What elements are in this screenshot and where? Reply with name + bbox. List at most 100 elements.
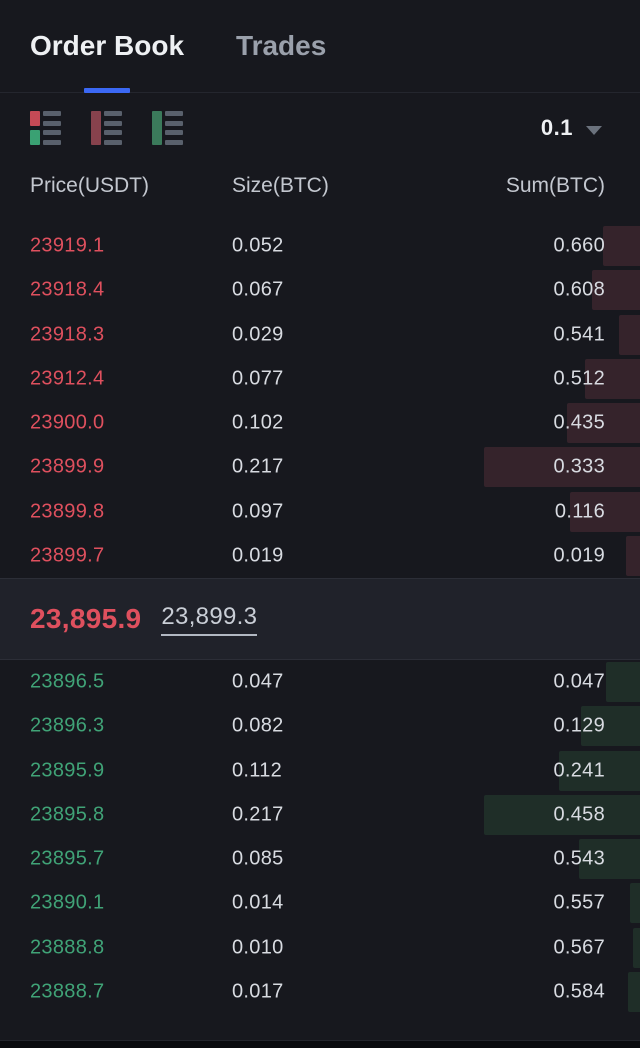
- column-headers: Price(USDT) Size(BTC) Sum(BTC): [0, 163, 640, 208]
- sum-cell: 0.241: [553, 759, 605, 782]
- order-book-row[interactable]: 23912.4 0.077 0.512: [0, 357, 640, 401]
- depth-bar: [628, 971, 640, 1012]
- size-cell: 0.097: [232, 500, 284, 523]
- split-buy-sell-icon: [30, 111, 40, 145]
- order-book-row[interactable]: 23890.1 0.014 0.557: [0, 881, 640, 925]
- sell-only-icon: [91, 111, 101, 145]
- price-cell: 23896.5: [30, 670, 105, 693]
- view-mode-buys-button[interactable]: [152, 111, 183, 145]
- order-book-row[interactable]: 23899.8 0.097 0.116: [0, 490, 640, 534]
- depth-bar: [567, 403, 640, 444]
- price-cell: 23896.3: [30, 714, 105, 737]
- order-book-row[interactable]: 23888.7 0.017 0.584: [0, 970, 640, 1014]
- price-cell: 23895.7: [30, 847, 105, 870]
- column-header-price: Price(USDT): [30, 173, 149, 197]
- size-cell: 0.217: [232, 803, 284, 826]
- depth-bar: [606, 662, 640, 703]
- size-cell: 0.019: [232, 544, 284, 567]
- depth-bar: [603, 226, 640, 267]
- sum-cell: 0.116: [554, 500, 605, 523]
- price-cell: 23918.3: [30, 323, 105, 346]
- size-cell: 0.077: [232, 367, 284, 390]
- sum-cell: 0.019: [553, 544, 605, 567]
- size-cell: 0.085: [232, 847, 284, 870]
- price-cell: 23899.8: [30, 500, 105, 523]
- size-cell: 0.112: [232, 759, 283, 782]
- sum-cell: 0.608: [553, 278, 605, 301]
- sum-cell: 0.541: [553, 323, 605, 346]
- order-book-row[interactable]: 23900.0 0.102 0.435: [0, 401, 640, 445]
- next-panel-edge: [0, 1040, 640, 1048]
- price-cell: 23919.1: [30, 234, 105, 257]
- chevron-down-icon: [586, 125, 602, 135]
- size-cell: 0.047: [232, 670, 284, 693]
- size-cell: 0.017: [232, 980, 284, 1003]
- column-header-sum: Sum(BTC): [505, 173, 605, 197]
- bids-list: 23896.5 0.047 0.047 23896.3 0.082 0.129 …: [0, 660, 640, 1014]
- depth-bar: [585, 358, 640, 399]
- price-cell: 23918.4: [30, 278, 105, 301]
- tab-trades[interactable]: Trades: [236, 0, 326, 92]
- size-cell: 0.102: [232, 411, 284, 434]
- order-book-row[interactable]: 23896.5 0.047 0.047: [0, 660, 640, 704]
- sum-cell: 0.047: [553, 670, 605, 693]
- size-cell: 0.082: [232, 714, 284, 737]
- tab-order-book-label: Order Book: [30, 30, 185, 61]
- order-book-controls: 0.1: [0, 93, 640, 163]
- depth-bar: [484, 447, 640, 488]
- depth-bar: [484, 794, 640, 835]
- mark-price-link[interactable]: 23,899.3: [161, 603, 258, 636]
- sum-cell: 0.567: [553, 936, 605, 959]
- tab-trades-label: Trades: [236, 30, 327, 61]
- depth-bar: [626, 535, 640, 576]
- size-cell: 0.014: [232, 891, 284, 914]
- price-cell: 23888.8: [30, 936, 105, 959]
- price-cell: 23900.0: [30, 411, 105, 434]
- tab-order-book[interactable]: Order Book: [30, 0, 185, 93]
- depth-bar: [579, 839, 640, 880]
- size-cell: 0.217: [232, 455, 284, 478]
- depth-bar: [570, 491, 640, 532]
- column-header-size: Size(BTC): [232, 173, 329, 197]
- order-book-row[interactable]: 23919.1 0.052 0.660: [0, 224, 640, 268]
- depth-bar: [581, 706, 640, 747]
- depth-bar: [559, 750, 640, 791]
- view-mode-split-button[interactable]: [30, 111, 61, 145]
- mid-price-strip: 23,895.9 23,899.3: [0, 578, 640, 660]
- price-cell: 23895.8: [30, 803, 105, 826]
- precision-dropdown[interactable]: 0.1: [541, 115, 602, 141]
- price-cell: 23890.1: [30, 891, 105, 914]
- active-tab-indicator: [84, 88, 131, 93]
- depth-bar: [630, 883, 640, 924]
- depth-bar: [619, 314, 640, 355]
- size-cell: 0.029: [232, 323, 284, 346]
- order-book-row[interactable]: 23896.3 0.082 0.129: [0, 704, 640, 748]
- sum-cell: 0.512: [553, 367, 605, 390]
- order-book-row[interactable]: 23899.9 0.217 0.333: [0, 445, 640, 489]
- price-cell: 23895.9: [30, 759, 105, 782]
- order-book-row[interactable]: 23918.3 0.029 0.541: [0, 313, 640, 357]
- sum-cell: 0.435: [553, 411, 605, 434]
- buy-only-icon: [152, 111, 162, 145]
- sum-cell: 0.458: [553, 803, 605, 826]
- price-cell: 23899.7: [30, 544, 105, 567]
- last-price: 23,895.9: [30, 603, 142, 634]
- price-cell: 23912.4: [30, 367, 105, 390]
- size-cell: 0.067: [232, 278, 284, 301]
- sum-cell: 0.129: [553, 714, 605, 737]
- size-cell: 0.010: [232, 936, 284, 959]
- size-cell: 0.052: [232, 234, 284, 257]
- order-book-row[interactable]: 23918.4 0.067 0.608: [0, 268, 640, 312]
- panel-tab-bar: Order Book Trades: [0, 0, 640, 93]
- order-book-row[interactable]: 23895.8 0.217 0.458: [0, 793, 640, 837]
- depth-bar: [633, 927, 640, 968]
- order-book-row[interactable]: 23888.8 0.010 0.567: [0, 926, 640, 970]
- view-mode-sells-button[interactable]: [91, 111, 122, 145]
- order-book-row[interactable]: 23895.9 0.112 0.241: [0, 749, 640, 793]
- asks-list: 23919.1 0.052 0.660 23918.4 0.067 0.608 …: [0, 224, 640, 578]
- order-book-row[interactable]: 23895.7 0.085 0.543: [0, 837, 640, 881]
- order-book-row[interactable]: 23899.7 0.019 0.019: [0, 534, 640, 578]
- sum-cell: 0.333: [553, 455, 605, 478]
- sum-cell: 0.660: [553, 234, 605, 257]
